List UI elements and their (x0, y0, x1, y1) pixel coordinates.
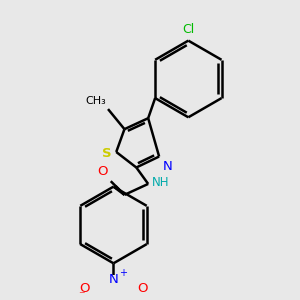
Text: O: O (137, 282, 148, 296)
Text: Cl: Cl (182, 23, 194, 36)
Text: ⁻: ⁻ (78, 289, 85, 300)
Text: +: + (118, 268, 127, 278)
Text: O: O (79, 282, 90, 296)
Text: N: N (109, 273, 118, 286)
Text: CH₃: CH₃ (85, 96, 106, 106)
Text: O: O (98, 165, 108, 178)
Text: N: N (163, 160, 172, 173)
Text: NH: NH (152, 176, 169, 190)
Text: S: S (102, 147, 112, 160)
